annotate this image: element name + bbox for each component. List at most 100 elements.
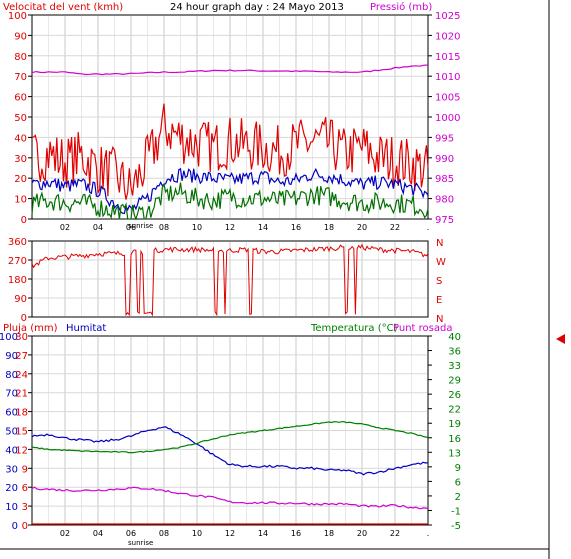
- humidity-tick-label: 0: [12, 521, 18, 532]
- temp-tick-label: 40: [448, 332, 461, 343]
- compass-letter: S: [436, 276, 442, 287]
- rain-axis-label: Pluja (mm): [3, 323, 58, 334]
- temp-tick-label: -1: [451, 506, 461, 517]
- temp-tick-label: 19: [448, 419, 461, 430]
- temp-tick-label: 22: [448, 405, 461, 416]
- series-layer: [31, 64, 429, 525]
- dewpoint-line: [31, 486, 429, 510]
- wind-tick-label: 80: [14, 52, 27, 63]
- x-tick-label-bottom: 12: [225, 529, 235, 538]
- x-tick-label-top: 08: [159, 223, 169, 232]
- x-tick-label-bottom: 16: [291, 529, 301, 538]
- x-tick-label-bottom: 22: [390, 529, 400, 538]
- compass-letter: E: [436, 295, 442, 306]
- x-tick-label-bottom: 06: [126, 529, 136, 538]
- pressure-tick-label: 1015: [435, 52, 460, 63]
- wind-tick-label: 60: [14, 93, 27, 104]
- rain-tick-label: 18: [15, 408, 28, 419]
- x-tick-label-bottom: 10: [192, 529, 202, 538]
- temp-tick-label: 26: [448, 390, 461, 401]
- humidity-tick-label: 90: [5, 351, 18, 362]
- x-tick-label-top: 14: [258, 223, 268, 232]
- pressure-tick-label: 1020: [435, 31, 460, 42]
- rain-tick-label: 3: [22, 502, 28, 513]
- grid: [28, 14, 432, 526]
- pressure-tick-label: 985: [435, 174, 454, 185]
- humidity-tick-label: 30: [5, 464, 18, 475]
- wind-tick-label: 10: [14, 195, 27, 206]
- humidity-tick-label: 80: [5, 370, 18, 381]
- wind-low-line: [31, 182, 429, 221]
- temp-tick-label: -5: [451, 521, 461, 532]
- humidity-tick-label: 100: [0, 332, 18, 343]
- temperature-line: [31, 420, 429, 454]
- x-tick-label-top: 16: [291, 223, 301, 232]
- temp-tick-label: 13: [448, 448, 461, 459]
- temp-tick-label: 6: [455, 477, 461, 488]
- pressure-tick-label: 990: [435, 154, 454, 165]
- pressure-tick-label: 980: [435, 195, 454, 206]
- chart-title: 24 hour graph day : 24 Mayo 2013: [170, 2, 344, 13]
- rain-tick-label: 6: [22, 483, 28, 494]
- wind-tick-label: 90: [14, 31, 27, 42]
- pressure-tick-label: 975: [435, 215, 454, 226]
- compass-letter: N: [436, 238, 443, 249]
- pressure-tick-label: 1010: [435, 72, 460, 83]
- x-tick-label-top: 12: [225, 223, 235, 232]
- x-tick-label-top: .: [427, 223, 430, 232]
- humidity-tick-label: 40: [5, 445, 18, 456]
- compass-letter: W: [436, 257, 446, 268]
- x-tick-label-top: 18: [324, 223, 334, 232]
- x-tick-label-top: 10: [192, 223, 202, 232]
- rain-tick-label: 30: [15, 332, 28, 343]
- temp-tick-label: 29: [448, 376, 461, 387]
- pressure-tick-label: 1000: [435, 113, 460, 124]
- wind-tick-label: 100: [8, 11, 27, 22]
- x-tick-label-top: 20: [357, 223, 367, 232]
- humidity-tick-label: 10: [5, 502, 18, 513]
- x-tick-label-top: 22: [390, 223, 400, 232]
- sunrise-label-top: sunrise: [128, 222, 153, 230]
- dir-tick-label: 0: [21, 313, 27, 324]
- humidity-tick-label: 70: [5, 389, 18, 400]
- sunrise-label-bottom: sunrise: [128, 539, 153, 547]
- rain-tick-label: 15: [15, 427, 28, 438]
- pressure-axis-label: Pressió (mb): [370, 1, 432, 13]
- wind-line: [31, 103, 429, 200]
- x-tick-label-bottom: 08: [159, 529, 169, 538]
- x-tick-label-top: 06: [126, 223, 136, 232]
- wind-tick-label: 70: [14, 72, 27, 83]
- humidity-line: [31, 426, 429, 476]
- rain-tick-label: 24: [15, 370, 28, 381]
- wind-tick-label: 20: [14, 174, 27, 185]
- temp-tick-label: 16: [448, 434, 461, 445]
- humidity-tick-label: 20: [5, 483, 18, 494]
- x-tick-label-bottom: .: [427, 529, 430, 538]
- rain-tick-label: 21: [15, 389, 28, 400]
- humidity-tick-label: 60: [5, 408, 18, 419]
- dir-tick-label: 180: [8, 275, 27, 286]
- dir-tick-label: 90: [14, 294, 27, 305]
- temp-tick-label: 36: [448, 347, 461, 358]
- rain-tick-label: 0: [22, 521, 28, 532]
- x-tick-label-bottom: 18: [324, 529, 334, 538]
- temp-tick-label: 2: [455, 492, 461, 503]
- x-tick-label-bottom: 02: [60, 529, 70, 538]
- wind-tick-label: 30: [14, 154, 27, 165]
- wind-direction-line: [31, 243, 429, 317]
- x-tick-label-top: 02: [60, 223, 70, 232]
- x-tick-label-bottom: 14: [258, 529, 268, 538]
- wind-tick-label: 0: [21, 215, 27, 226]
- wind-avg-line: [31, 167, 429, 215]
- temperature-axis-label: Temperatura (°C): [310, 323, 398, 334]
- rain-tick-label: 12: [15, 445, 28, 456]
- x-tick-label-bottom: 04: [93, 529, 103, 538]
- x-tick-label-top: 04: [93, 223, 103, 232]
- temp-tick-label: 9: [455, 463, 461, 474]
- wind-tick-label: 50: [14, 113, 27, 124]
- pressure-tick-label: 1025: [435, 11, 460, 22]
- rain-tick-label: 9: [22, 464, 28, 475]
- temperature-marker-icon: [556, 334, 565, 344]
